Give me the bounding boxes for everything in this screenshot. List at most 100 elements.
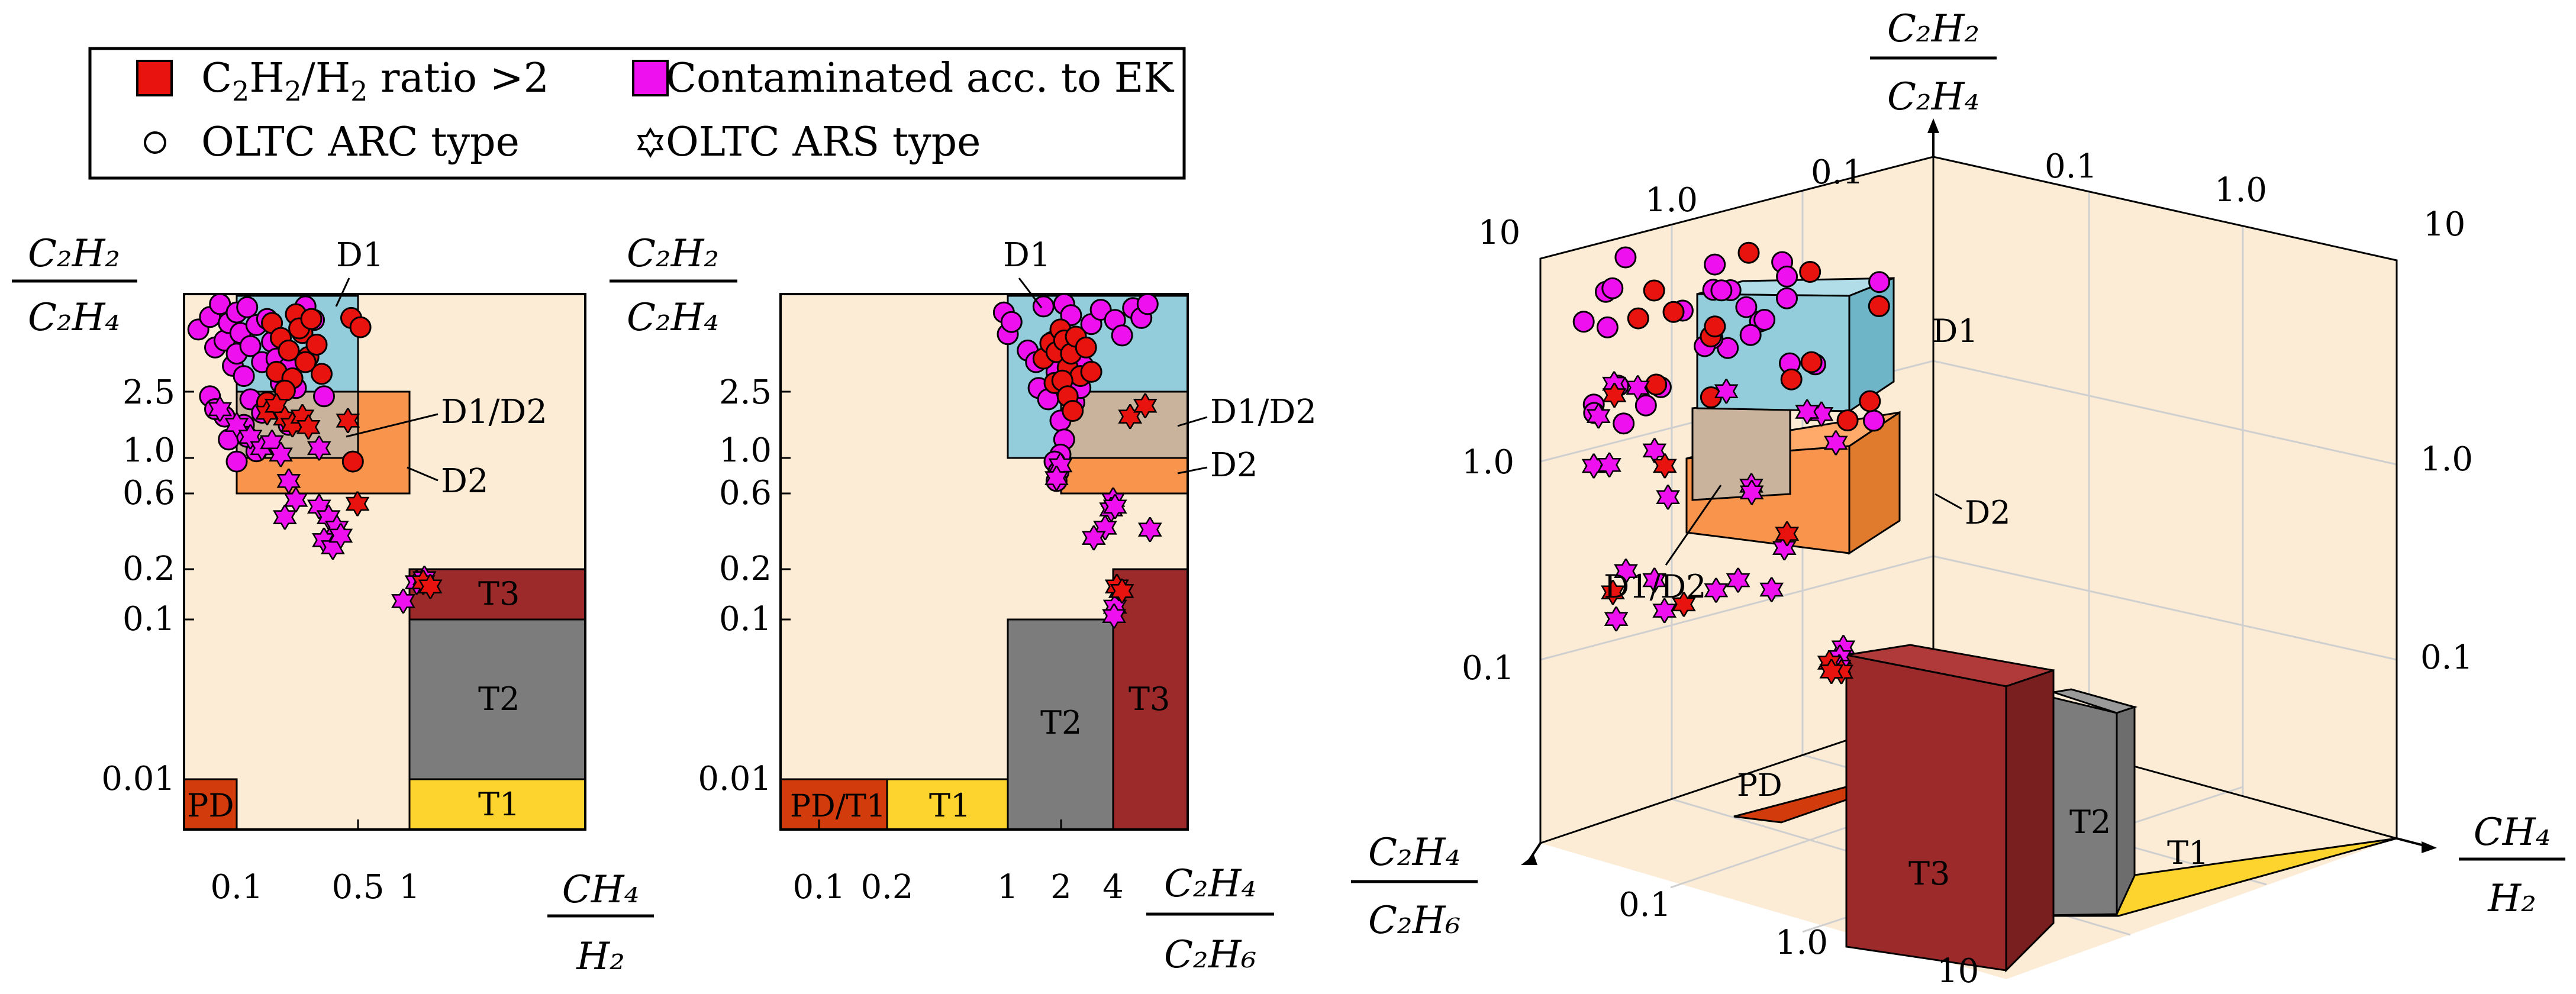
legend-star-icon: [637, 127, 664, 158]
panel2-points: [992, 293, 1162, 629]
chart-panel-c2h4-c2h6: D1 D1/D2 D2 T3 T2 T1 PD/T1 2.5 1.0 0.6 0…: [610, 232, 1317, 977]
chart-panel-ch4-h2: D1 D1/D2 D2 T3 T2 T1 PD 2.5 1.0 0.6 0.2 …: [12, 232, 654, 979]
panel2-zone-d2: [1060, 457, 1189, 495]
panel3-y-axis-label: C₂H₄ C₂H₆: [1351, 831, 1478, 943]
svg-text:0.5: 0.5: [331, 868, 384, 906]
panel1-zone-t3: [408, 568, 586, 621]
panel1-point-circle-1-2: [278, 339, 300, 362]
svg-text:0.1: 0.1: [1811, 153, 1864, 192]
panel1-point-circle-1-11: [305, 334, 328, 356]
panel3-point-circle-0-8: [1776, 265, 1798, 288]
panel2-label-t1: T1: [929, 787, 971, 824]
panel1-point-circle-0-32: [313, 385, 335, 408]
svg-text:0.1: 0.1: [122, 600, 175, 638]
legend-ratio-label: C2H2/H2 ratio >2: [201, 55, 549, 107]
panel3-label-d1d2: D1/D2: [1604, 568, 1707, 605]
legend: C2H2/H2 ratio >2 Contaminated acc. to EK…: [88, 47, 1186, 180]
panel1-frame: [183, 293, 586, 831]
panel1-point-circle-0-10: [233, 365, 255, 388]
panel2-label-t3: T3: [1129, 680, 1170, 718]
panel1-label-t2: T2: [478, 680, 520, 718]
panel3-label-t1: T1: [2167, 834, 2209, 872]
panel1-leader-d1d2: [346, 413, 439, 438]
svg-text:2: 2: [1050, 868, 1072, 906]
panel3-point-circle-1-7: [1836, 409, 1859, 431]
panel2-point-circle-1-10: [1080, 360, 1102, 383]
svg-text:10: 10: [1478, 214, 1520, 252]
legend-contaminated-label: Contaminated acc. to EK: [666, 55, 1174, 102]
svg-text:C₂H₄: C₂H₄: [1368, 831, 1461, 874]
legend-magenta-swatch: [632, 60, 669, 96]
panel1-point-circle-1-17: [341, 450, 364, 473]
panel3-point-circle-1-0: [1868, 295, 1890, 317]
svg-text:H₂: H₂: [2487, 877, 2536, 921]
panel2-point-circle-0-5: [1032, 295, 1055, 318]
svg-text:C₂H₄: C₂H₄: [627, 296, 719, 340]
panel1-point-circle-1-9: [294, 351, 317, 373]
panel1-label-pd: PD: [187, 787, 234, 824]
panel3-point-circle-0-9: [1739, 324, 1762, 346]
svg-text:C₂H₆: C₂H₆: [1164, 933, 1256, 977]
panel3-label-t2: T2: [2069, 803, 2111, 841]
panel3-arrow-up: [1927, 118, 1939, 133]
svg-text:0.2: 0.2: [719, 550, 772, 588]
panel1-x-ticks: 0.1 0.5 1: [210, 819, 420, 906]
svg-text:0.1: 0.1: [1462, 649, 1514, 688]
legend-ars-label: OLTC ARS type: [666, 119, 981, 166]
svg-text:C₂H₂: C₂H₂: [1887, 7, 1979, 51]
panel2-label-d1: D1: [1003, 236, 1051, 275]
panel3-point-circle-1-13: [1780, 368, 1803, 390]
panel3-point-circle-0-26: [1601, 277, 1624, 299]
panel3-point-circle-0-12: [1596, 316, 1619, 338]
panel3-point-circle-0-16: [1613, 412, 1635, 435]
panel3-point-circle-1-5: [1799, 261, 1821, 283]
panel3-label-d2: D2: [1965, 494, 2011, 531]
panel3-point-circle-1-6: [1645, 373, 1668, 396]
svg-text:0.6: 0.6: [122, 474, 175, 512]
panel3-point-circle-0-24: [1753, 309, 1776, 331]
panel3-label-pd: PD: [1737, 768, 1782, 803]
svg-text:1.0: 1.0: [1462, 443, 1514, 482]
panel3-point-circle-1-12: [1627, 307, 1649, 330]
panel2-point-circle-0-2: [1000, 311, 1023, 333]
svg-text:C₂H₄: C₂H₄: [28, 296, 120, 340]
panel3-point-circle-0-18: [1735, 296, 1758, 318]
panel3-zone-d1d2: [1691, 395, 1791, 501]
svg-text:0.01: 0.01: [698, 760, 772, 798]
panel3-point-circle-0-22: [1634, 394, 1657, 417]
svg-text:4: 4: [1102, 868, 1124, 906]
svg-text:C₂H₂: C₂H₂: [627, 232, 719, 276]
panel1-y-axis-label: C₂H₂ C₂H₄: [12, 232, 137, 340]
svg-text:H₂: H₂: [576, 935, 624, 979]
panel3-tick-labels: 10 1.0 0.1 1.0 0.1 0.1 1.0 10 1.0 0.1 0.…: [1462, 147, 2473, 990]
svg-text:2.5: 2.5: [122, 373, 175, 412]
svg-text:0.1: 0.1: [2420, 638, 2473, 677]
svg-text:0.1: 0.1: [210, 868, 263, 906]
panel1-label-d1d2: D1/D2: [441, 393, 547, 431]
panel3-point-circle-1-11: [1662, 301, 1685, 323]
legend-circle-icon: [144, 131, 166, 154]
panel2-point-circle-1-9: [1075, 336, 1097, 359]
panel2-frame: [779, 293, 1189, 831]
panel3-label-d1: D1: [1932, 312, 1978, 350]
panel3-points: [1572, 241, 1891, 685]
svg-text:C₂H₆: C₂H₆: [1368, 899, 1461, 943]
panel3-leader-d2: [1935, 493, 1962, 510]
legend-red-swatch: [136, 60, 173, 96]
panel3-point-circle-0-0: [1717, 337, 1739, 359]
panel3-point-circle-0-27: [1704, 253, 1726, 276]
svg-text:0.2: 0.2: [122, 550, 175, 588]
panel2-zone-t1: [886, 778, 1009, 831]
panel3-point-circle-1-4: [1643, 279, 1665, 302]
svg-text:10: 10: [1937, 952, 1979, 990]
svg-text:2.5: 2.5: [719, 373, 772, 412]
svg-text:1.0: 1.0: [122, 431, 175, 470]
panel1-point-circle-1-10: [300, 308, 323, 330]
panel1-label-t1: T1: [478, 786, 520, 823]
panel2-leader-d1: [1018, 277, 1043, 308]
svg-text:0.2: 0.2: [860, 868, 913, 906]
svg-text:1.0: 1.0: [2420, 440, 2473, 479]
svg-text:CH₄: CH₄: [562, 868, 639, 912]
panel3-point-circle-1-10: [1737, 241, 1760, 264]
svg-text:1.0: 1.0: [1775, 924, 1828, 962]
